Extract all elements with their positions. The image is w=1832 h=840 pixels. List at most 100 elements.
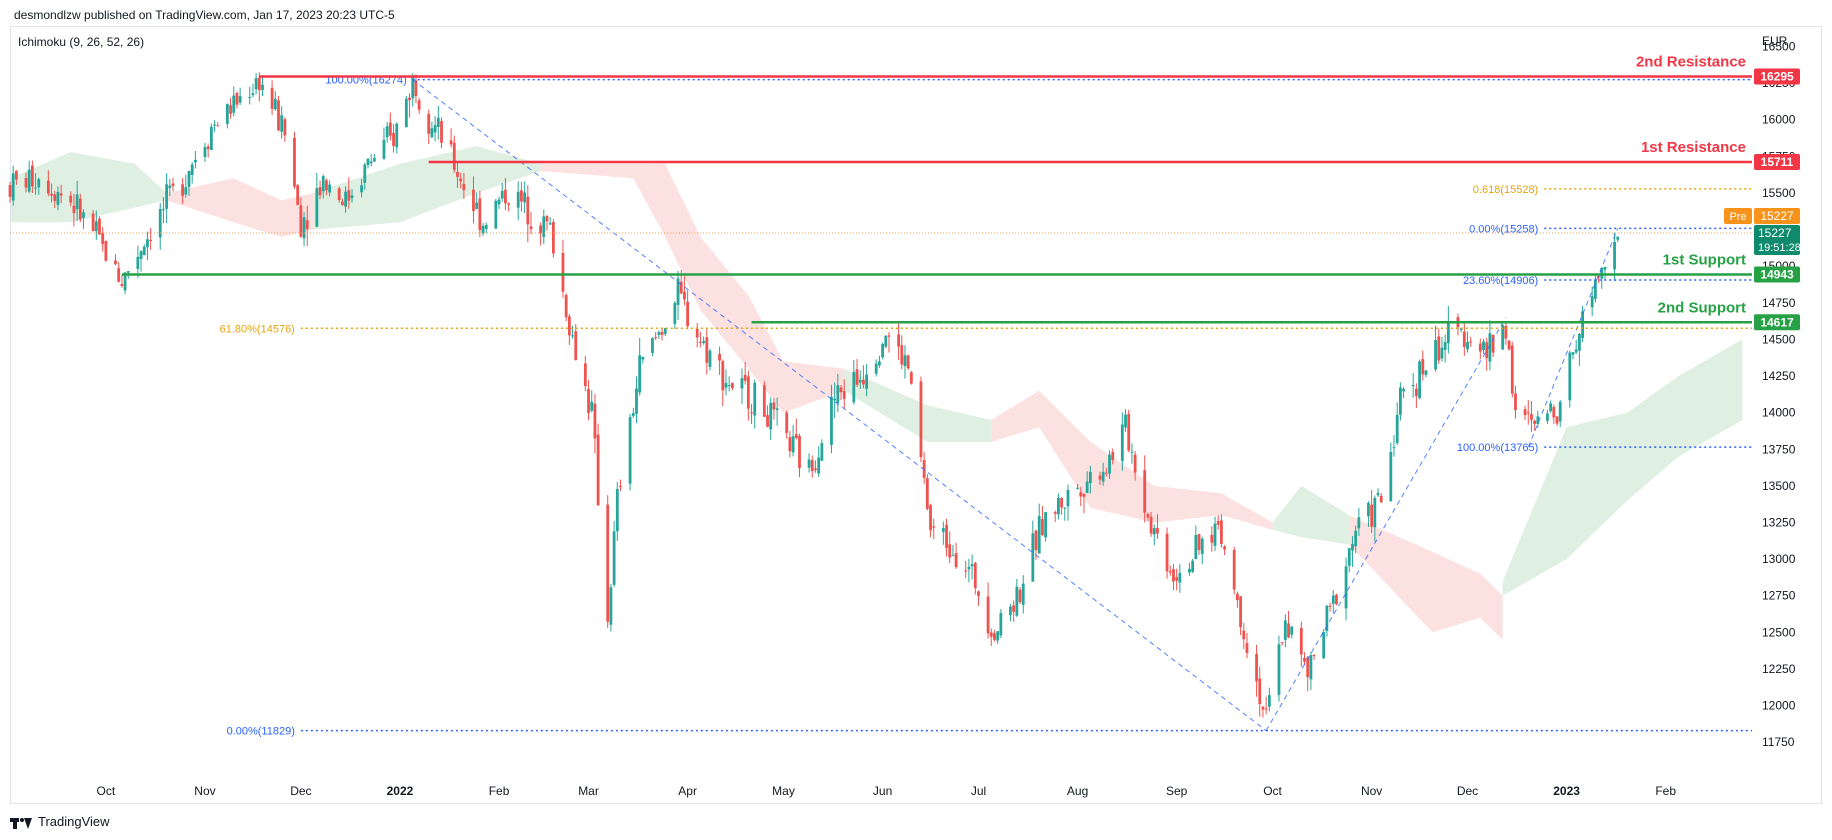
y-tick-label: 13250 (1762, 515, 1796, 529)
candle-body (1309, 655, 1313, 680)
candle-body (91, 213, 95, 231)
candle-body (162, 209, 165, 211)
candle-body (1255, 654, 1258, 682)
x-tick-label: May (772, 784, 795, 798)
candle-body (497, 199, 501, 205)
candle-body (481, 225, 485, 234)
y-tick-label: 12750 (1762, 589, 1796, 603)
candle-body (302, 217, 306, 239)
candle-body (874, 363, 878, 374)
candle-body (146, 239, 149, 248)
tradingview-logo[interactable]: TradingView (10, 814, 110, 829)
candle-body (705, 337, 709, 363)
candle-body (1130, 451, 1134, 453)
candle-body (1411, 384, 1415, 387)
candle-body (248, 96, 252, 98)
x-tick-label: Feb (1655, 784, 1676, 798)
candle-body (539, 225, 542, 234)
candle-body (277, 100, 280, 131)
candle-body (798, 435, 801, 469)
candle-body (1172, 569, 1175, 582)
candle-body (1593, 280, 1597, 299)
candle-body (1616, 236, 1620, 240)
candle-body (1037, 516, 1041, 554)
y-tick-label: 16000 (1762, 113, 1796, 127)
candle-body (820, 442, 824, 461)
fib-level-label: 0.00%(11829) (227, 726, 295, 738)
candle-body (1267, 695, 1271, 707)
candle-body (657, 332, 661, 335)
candle-body (1392, 447, 1396, 449)
level-badge-label: 14943 (1760, 268, 1794, 282)
currency-label: EUR (1762, 34, 1788, 48)
candle-body (999, 612, 1003, 636)
candle-body (1376, 492, 1380, 496)
candle-body (209, 126, 213, 150)
candle-body (1245, 643, 1249, 653)
candle-body (1312, 654, 1316, 657)
candle-body (59, 193, 63, 196)
candle-body (1491, 334, 1495, 353)
x-tick-label: Oct (1263, 784, 1282, 798)
candle-body (545, 216, 549, 222)
fib-trend-line (1265, 317, 1507, 731)
candle-body (1325, 605, 1329, 631)
candle-body (101, 232, 105, 244)
candle-body (1482, 341, 1485, 350)
candle-body (1552, 407, 1556, 418)
candle-body (954, 553, 958, 568)
candle-body (900, 345, 904, 365)
candle-body (1044, 512, 1048, 538)
candle-body (858, 379, 862, 383)
candle-body (1466, 341, 1469, 350)
candle-body (977, 591, 980, 596)
candle-body (475, 202, 479, 209)
candle-body (1056, 497, 1060, 515)
x-tick-label: Oct (97, 784, 116, 798)
candle-body (619, 486, 622, 488)
indicator-label[interactable]: Ichimoku (9, 26, 52, 26) (18, 35, 145, 49)
candle-body (878, 361, 881, 366)
candle-body (136, 256, 140, 269)
y-tick-label: 13500 (1762, 479, 1796, 493)
candle-body (117, 268, 121, 282)
candle-body (427, 113, 431, 134)
candle-body (615, 489, 619, 532)
candle-body (296, 185, 300, 205)
fib-level-label: 23.60%(14906) (1463, 275, 1538, 287)
candle-body (1370, 504, 1374, 527)
candle-body (1108, 454, 1111, 474)
candle-body (862, 379, 865, 385)
brand-label: TradingView (38, 814, 110, 829)
candle-body (1235, 593, 1239, 601)
candle-body (395, 123, 399, 148)
candle-body (740, 378, 744, 389)
candle-body (1085, 481, 1089, 494)
candle-body (785, 412, 789, 433)
candle-body (836, 385, 840, 403)
candle-body (1104, 472, 1108, 474)
candle-body (1603, 266, 1607, 270)
candle-body (1485, 342, 1489, 359)
candle-body (1322, 632, 1326, 659)
candle-body (609, 587, 613, 625)
y-tick-label: 13750 (1762, 442, 1796, 456)
level-badge (1754, 266, 1800, 283)
candle-body (1143, 470, 1147, 513)
candle-body (411, 77, 415, 99)
candle-body (526, 196, 530, 225)
ichimoku-cloud-1 (166, 178, 314, 237)
candle-body (839, 387, 843, 393)
candle-body (1194, 534, 1198, 559)
candle-body (1574, 349, 1578, 353)
candle-body (404, 98, 408, 128)
candle-body (1555, 416, 1559, 424)
candle-body (932, 526, 936, 528)
candle-body (651, 338, 654, 353)
candle-body (1034, 530, 1038, 551)
candle-body (280, 115, 284, 132)
candle-body (225, 103, 229, 124)
candle-body (114, 260, 117, 265)
level-badge (1754, 154, 1800, 171)
